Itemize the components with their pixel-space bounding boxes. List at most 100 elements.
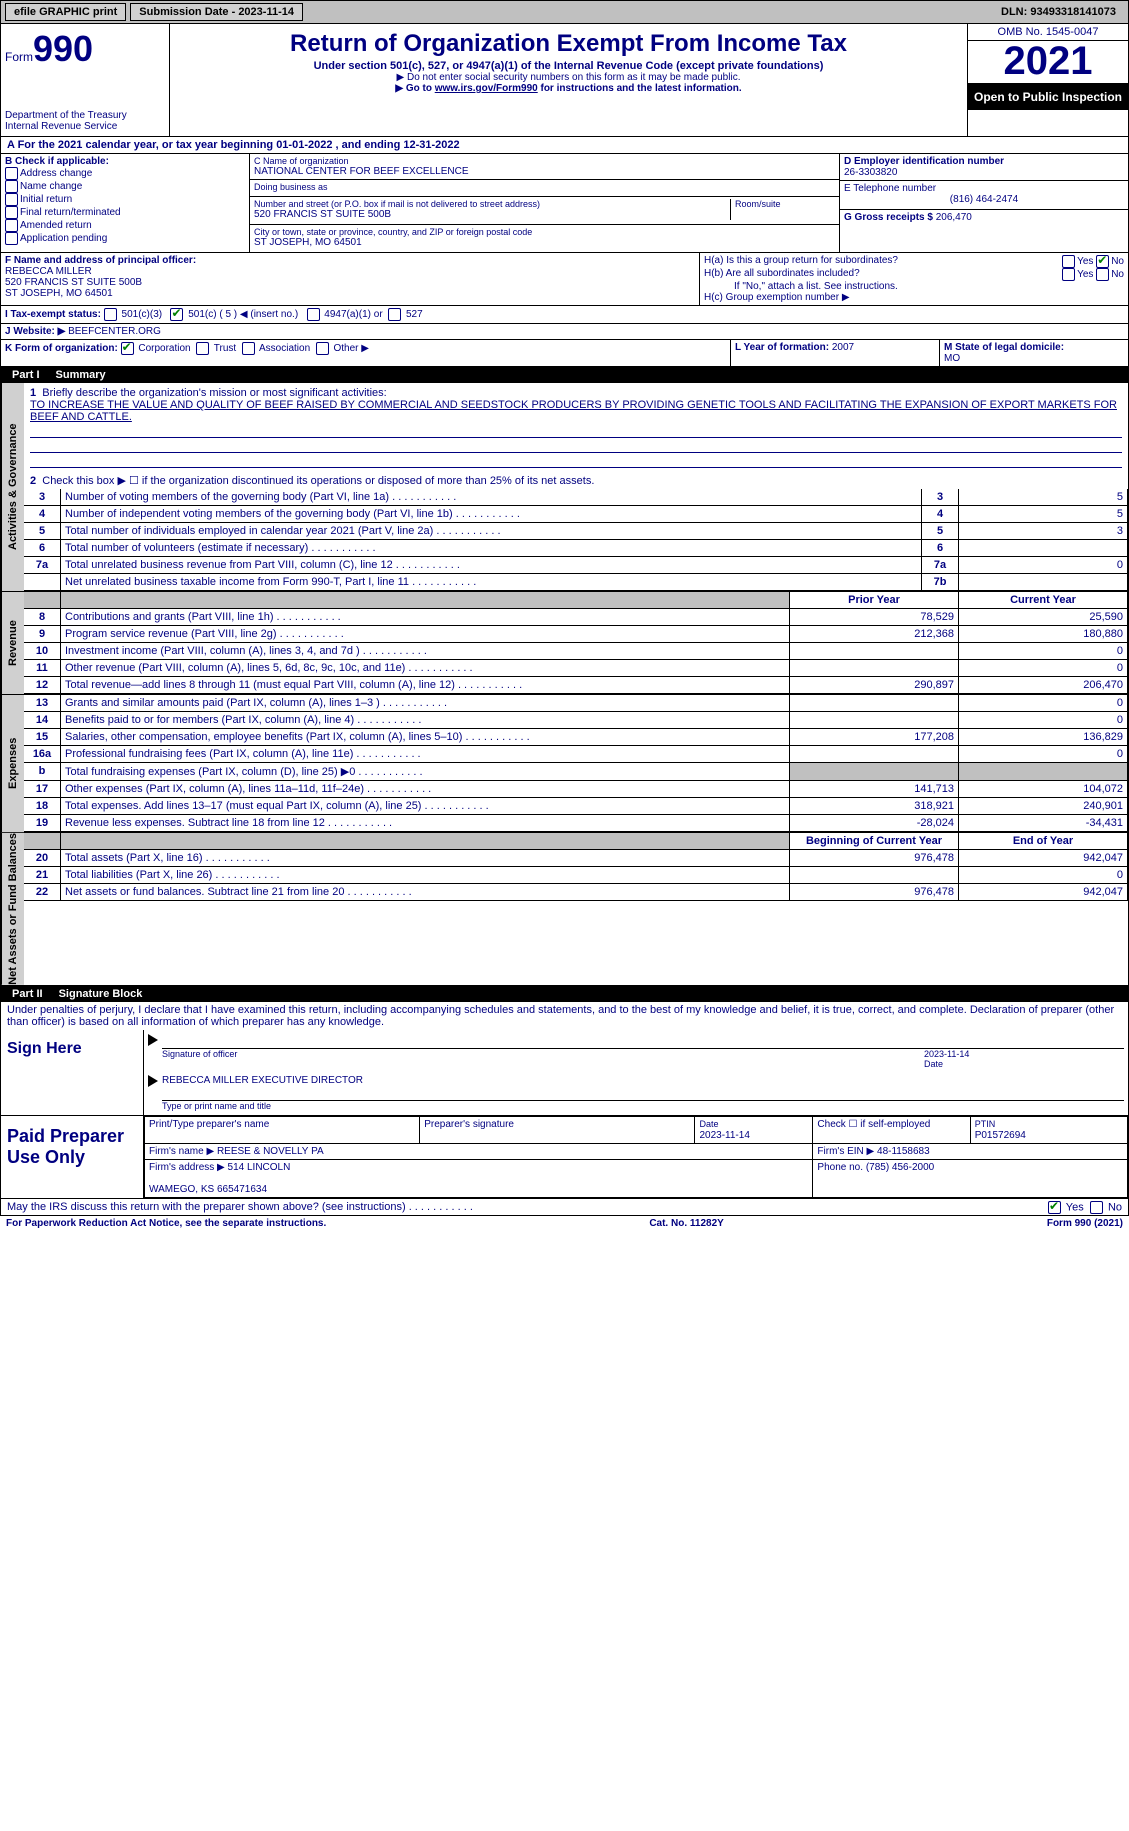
- phone-label: Phone no.: [817, 1162, 863, 1173]
- irs-discuss: May the IRS discuss this return with the…: [0, 1199, 1129, 1216]
- line-num: 3: [24, 489, 61, 506]
- line-val: 5: [959, 489, 1128, 506]
- form-title: Return of Organization Exempt From Incom…: [174, 30, 963, 58]
- note-pre: ▶ Go to: [395, 83, 434, 94]
- tax-year: 2021: [968, 41, 1128, 84]
- cell-prior: 290,897: [790, 677, 959, 694]
- form-number: Form990: [5, 28, 165, 70]
- d-label: D Employer identification number: [844, 156, 1124, 167]
- chk-corp[interactable]: [121, 342, 134, 355]
- chk-ha-no[interactable]: [1096, 255, 1109, 268]
- dept-label: Department of the Treasury Internal Reve…: [5, 110, 165, 132]
- officer-printed-name: REBECCA MILLER EXECUTIVE DIRECTOR: [162, 1075, 1124, 1086]
- line-box: 7a: [922, 557, 959, 574]
- cell-prior: 177,208: [790, 729, 959, 746]
- firm-name-label: Firm's name ▶: [149, 1146, 214, 1157]
- section-deg: D Employer identification number 26-3303…: [840, 154, 1128, 252]
- preparer-phone: (785) 456-2000: [866, 1162, 934, 1173]
- chk-name[interactable]: [5, 180, 18, 193]
- fh-row: F Name and address of principal officer:…: [0, 253, 1129, 306]
- p-name-label: Print/Type preparer's name: [145, 1116, 420, 1143]
- line-desc: Total revenue—add lines 8 through 11 (mu…: [61, 677, 790, 694]
- open-inspection: Open to Public Inspection: [968, 84, 1128, 110]
- sig-date-label: Date: [924, 1059, 943, 1069]
- chk-initial[interactable]: [5, 193, 18, 206]
- ha-label: H(a) Is this a group return for subordin…: [704, 255, 898, 266]
- dba-label: Doing business as: [254, 182, 835, 192]
- line-desc: Contributions and grants (Part VIII, lin…: [61, 609, 790, 626]
- chk-assoc[interactable]: [242, 342, 255, 355]
- line-box: 4: [922, 506, 959, 523]
- revenue-section: Revenue Prior YearCurrent Year8Contribut…: [0, 592, 1129, 695]
- officer-addr2: ST JOSEPH, MO 64501: [5, 288, 113, 299]
- sign-here-block: Sign Here Signature of officer 2023-11-1…: [0, 1030, 1129, 1116]
- chk-ha-yes[interactable]: [1062, 255, 1075, 268]
- part1-title: Summary: [56, 369, 106, 381]
- line-desc: Number of independent voting members of …: [61, 506, 922, 523]
- chk-hb-yes[interactable]: [1062, 268, 1075, 281]
- hb-label: H(b) Are all subordinates included?: [704, 268, 860, 279]
- line-desc: Net assets or fund balances. Subtract li…: [61, 884, 790, 901]
- cell-curr: 240,901: [959, 798, 1128, 815]
- chk-address[interactable]: [5, 167, 18, 180]
- section-h: H(a) Is this a group return for subordin…: [700, 253, 1128, 305]
- activities-section: Activities & Governance 1 Briefly descri…: [0, 383, 1129, 592]
- k-trust: Trust: [214, 343, 236, 354]
- chk-pending[interactable]: [5, 232, 18, 245]
- hb-note: If "No," attach a list. See instructions…: [704, 281, 1124, 292]
- chk-4947[interactable]: [307, 308, 320, 321]
- table-row: 3Number of voting members of the governi…: [24, 489, 1128, 506]
- k-corp: Corporation: [138, 343, 190, 354]
- efile-button[interactable]: efile GRAPHIC print: [5, 3, 126, 21]
- line-box: 7b: [922, 574, 959, 591]
- line-num: 4: [24, 506, 61, 523]
- section-b: B Check if applicable: Address change Na…: [1, 154, 250, 252]
- netassets-section: Net Assets or Fund Balances Beginning of…: [0, 833, 1129, 986]
- website: BEEFCENTER.ORG: [68, 326, 161, 337]
- chk-hb-no[interactable]: [1096, 268, 1109, 281]
- footer-mid: Cat. No. 11282Y: [649, 1218, 723, 1229]
- cell-curr: 104,072: [959, 781, 1128, 798]
- line-box: 6: [922, 540, 959, 557]
- line-desc: Other revenue (Part VIII, column (A), li…: [61, 660, 790, 677]
- note-ssn: ▶ Do not enter social security numbers o…: [174, 72, 963, 83]
- section-f: F Name and address of principal officer:…: [1, 253, 700, 305]
- chk-other[interactable]: [316, 342, 329, 355]
- table-row: 15Salaries, other compensation, employee…: [24, 729, 1128, 746]
- page-footer: For Paperwork Reduction Act Notice, see …: [0, 1216, 1129, 1231]
- cell-curr: 942,047: [959, 850, 1128, 867]
- chk-trust[interactable]: [196, 342, 209, 355]
- p-sig-label: Preparer's signature: [420, 1116, 695, 1143]
- cell-curr: 0: [959, 695, 1128, 712]
- city-label: City or town, state or province, country…: [254, 227, 835, 237]
- table-row: 10Investment income (Part VIII, column (…: [24, 643, 1128, 660]
- table-row: 12Total revenue—add lines 8 through 11 (…: [24, 677, 1128, 694]
- line-num: 12: [24, 677, 61, 694]
- chk-discuss-yes[interactable]: [1048, 1201, 1061, 1214]
- cell-curr: 0: [959, 867, 1128, 884]
- chk-527[interactable]: [388, 308, 401, 321]
- line-desc: Grants and similar amounts paid (Part IX…: [61, 695, 790, 712]
- hdr-curr: End of Year: [959, 833, 1128, 850]
- chk-501c3[interactable]: [104, 308, 117, 321]
- chk-501c[interactable]: [170, 308, 183, 321]
- side-revenue: Revenue: [1, 592, 24, 694]
- irs-link[interactable]: www.irs.gov/Form990: [435, 83, 538, 94]
- cell-curr: 0: [959, 746, 1128, 763]
- chk-final[interactable]: [5, 206, 18, 219]
- table-row: 8Contributions and grants (Part VIII, li…: [24, 609, 1128, 626]
- revenue-table: Prior YearCurrent Year8Contributions and…: [24, 592, 1128, 694]
- cell-curr: 0: [959, 712, 1128, 729]
- table-row: 17Other expenses (Part IX, column (A), l…: [24, 781, 1128, 798]
- l1-label: Briefly describe the organization's miss…: [42, 387, 386, 399]
- chk-amended[interactable]: [5, 219, 18, 232]
- i-o1: 501(c)(3): [122, 309, 163, 320]
- chk-discuss-no[interactable]: [1090, 1201, 1103, 1214]
- m-label: M State of legal domicile:: [944, 342, 1064, 353]
- cell-prior: [790, 867, 959, 884]
- cell-curr: 0: [959, 660, 1128, 677]
- submission-button[interactable]: Submission Date - 2023-11-14: [130, 3, 303, 21]
- table-row: 7aTotal unrelated business revenue from …: [24, 557, 1128, 574]
- i-label: I Tax-exempt status:: [5, 309, 101, 320]
- ein-value: 26-3303820: [844, 167, 1124, 178]
